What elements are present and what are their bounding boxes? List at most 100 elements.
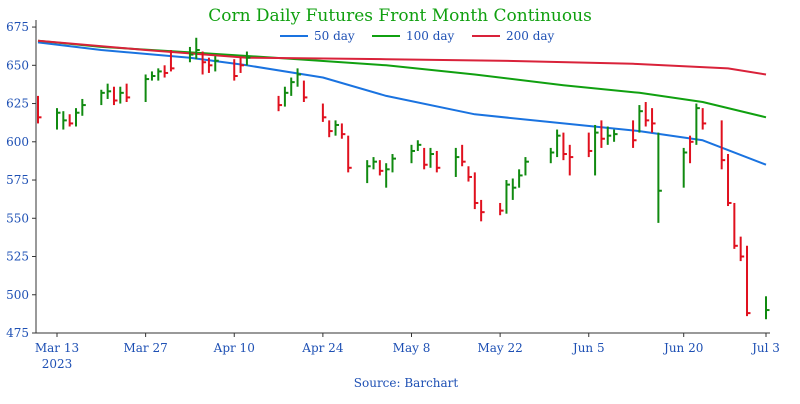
x-tick-label: Apr 10 (213, 341, 255, 355)
legend-label: 100 day (406, 29, 455, 43)
y-tick-label: 575 (6, 173, 29, 187)
ma-line-200-day (37, 39, 767, 76)
x-tick-label: May 22 (477, 341, 522, 355)
y-tick-label: 675 (6, 20, 29, 34)
ohlc-bar (765, 296, 770, 320)
ohlc-bar (150, 71, 156, 81)
ohlc-bar (499, 202, 504, 216)
ohlc-bar (632, 120, 637, 148)
ohlc-bar (454, 147, 460, 177)
ohlc-bar (410, 144, 415, 164)
ohlc-bar (473, 172, 479, 210)
ohlc-bar (638, 105, 643, 133)
ohlc-bar (347, 135, 352, 173)
ohlc-bar (720, 120, 726, 170)
ohlc-bar (340, 123, 346, 139)
source-label: Source: Barchart (354, 376, 459, 390)
x-tick-label: May 8 (393, 341, 431, 355)
ohlc-bar (416, 140, 422, 151)
ohlc-bar (651, 108, 656, 133)
ohlc-bar (549, 147, 555, 164)
ohlc-bar (644, 102, 650, 127)
ohlc-bar (163, 65, 169, 78)
x-tick-sublabel: 2023 (42, 357, 73, 371)
ohlc-bar (56, 108, 61, 130)
ohlc-bar (600, 120, 605, 148)
ohlc-bar (562, 132, 567, 161)
ohlc-bar (214, 56, 219, 72)
ohlc-bar (378, 160, 384, 176)
ohlc-bar (81, 98, 86, 116)
ohlc-bar (233, 59, 238, 81)
y-tick-label: 525 (6, 250, 29, 264)
y-tick-label: 500 (6, 288, 29, 302)
y-tick-label: 550 (6, 211, 29, 225)
chart-title: Corn Daily Futures Front Month Continuou… (208, 6, 592, 26)
ohlc-bar (201, 51, 207, 75)
x-tick-label: Jul 3 (750, 341, 780, 355)
ohlc-bar (119, 86, 124, 104)
x-tick-label: Jun 20 (662, 341, 703, 355)
ohlc-bar (733, 202, 738, 249)
ohlc-bar (321, 103, 327, 122)
ohlc-bar (106, 83, 112, 99)
ohlc-bar (391, 154, 397, 173)
ohlc-bar (480, 199, 485, 222)
ohlc-bar (423, 147, 428, 170)
ohlc-bar (277, 95, 283, 112)
ohlc-bar (74, 108, 80, 127)
legend-label: 50 day (314, 29, 355, 43)
x-tick-label: Apr 24 (301, 341, 344, 355)
ohlc-bar (613, 129, 618, 142)
ohlc-bar (37, 95, 42, 124)
ohlc-bar (68, 114, 74, 127)
ohlc-bar (435, 150, 441, 173)
ohlc-bar (169, 50, 175, 72)
ohlc-bar (283, 86, 289, 107)
ohlc-bar (100, 89, 105, 106)
ohlc-bar (334, 120, 340, 136)
ohlc-bar (62, 111, 67, 130)
x-tick-label: Mar 27 (123, 341, 167, 355)
ohlc-bar (524, 157, 529, 176)
axes: 475 500 525 550 575 600 625 650 675 Mar 13 2023 Mar… (6, 20, 780, 371)
ohlc-bars (37, 37, 770, 320)
ohlc-bar (556, 129, 561, 158)
ohlc-bar (195, 37, 200, 60)
ohlc-bar (467, 166, 472, 182)
ohlc-bar (125, 83, 131, 103)
ohlc-bar (511, 178, 517, 200)
ohlc-bar (385, 163, 390, 188)
y-tick-label: 625 (6, 97, 29, 111)
ohlc-bar (157, 68, 162, 81)
ohlc-bar (695, 103, 700, 145)
x-tick-label: Mar 13 (35, 341, 79, 355)
y-tick-label: 650 (6, 58, 29, 72)
ohlc-bar (372, 157, 378, 170)
moving-average-lines (37, 39, 767, 166)
legend: 50 day 100 day 200 day (280, 29, 555, 43)
ohlc-bar (207, 57, 213, 73)
ohlc-bar (505, 180, 510, 214)
ma-line-50-day (37, 41, 767, 166)
ohlc-bar (328, 120, 333, 138)
ohlc-bar (302, 80, 308, 103)
ohlc-bar (112, 86, 118, 106)
ohlc-bar (239, 57, 245, 73)
ohlc-bar (461, 144, 466, 167)
ohlc-bar (682, 147, 688, 188)
ohlc-bar (518, 169, 523, 188)
x-tick-label: Jun 5 (571, 341, 605, 355)
ohlc-bar (366, 160, 371, 184)
ohlc-bar (606, 126, 612, 145)
ohlc-bar (727, 154, 732, 207)
ohlc-bar (290, 77, 295, 96)
ohlc-bar (587, 132, 593, 158)
ohlc-bar (144, 74, 150, 103)
ohlc-bar (429, 147, 434, 168)
ohlc-bar (657, 132, 662, 223)
y-tick-label: 600 (6, 135, 29, 149)
ohlc-bar (701, 108, 707, 130)
